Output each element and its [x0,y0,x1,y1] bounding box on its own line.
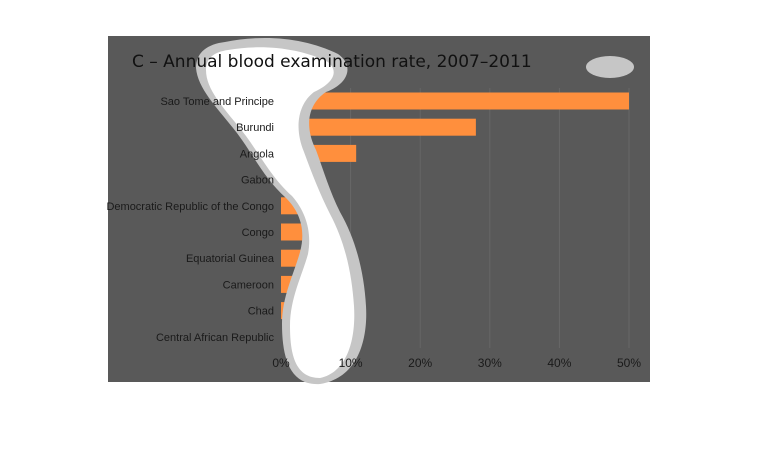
x-tick-label-3: 30% [478,356,502,370]
bar-5 [281,223,304,241]
x-tick-label-4: 40% [547,356,571,370]
x-tick-label-5: 50% [617,356,641,370]
overlay-white-shape [206,47,355,379]
category-label-3: Gabon [241,175,274,187]
x-tick-label-2: 20% [408,356,432,370]
category-label-6: Equatorial Guinea [186,253,275,265]
category-label-2: Angola [240,148,275,160]
bar-6 [281,249,302,267]
bar-1 [281,118,476,136]
category-labels: Sao Tome and Principe Burundi Angola Gabon D… [106,96,274,344]
category-label-5: Congo [242,227,274,239]
category-label-1: Burundi [236,122,274,134]
x-tick-label-1: 10% [339,356,363,370]
category-label-7: Cameroon [223,279,274,291]
category-label-4: Democratic Republic of the Congo [106,201,274,213]
light-overlay [196,38,634,385]
overlay-small-blob [586,56,634,78]
chart-title: C – Annual blood examination rate, 2007–… [132,52,532,72]
category-label-8: Chad [248,306,274,318]
category-label-0: Sao Tome and Principe [160,96,274,108]
category-label-9: Central African Republic [156,332,275,344]
bar-0 [281,92,629,110]
x-tick-label-0: 0% [272,356,290,370]
x-tick-labels: 0% 10% 20% 30% 40% 50% [272,356,641,370]
